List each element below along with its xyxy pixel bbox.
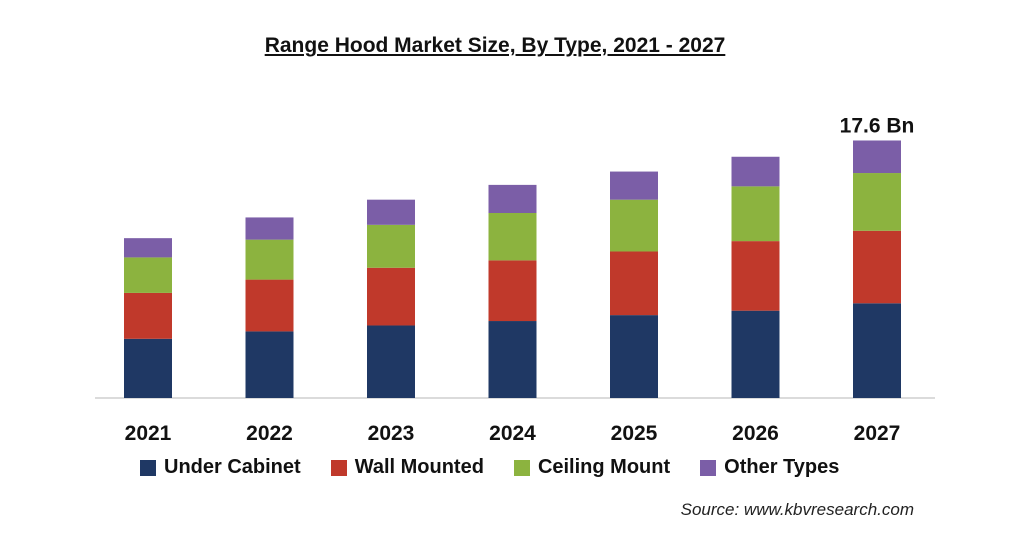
legend-item-ceiling-mount: Ceiling Mount bbox=[513, 456, 671, 479]
bar-2023-other-types bbox=[367, 199, 415, 225]
bar-2022-ceiling-mount bbox=[245, 239, 294, 280]
bar-2021-wall-mounted bbox=[124, 292, 172, 339]
bar-2021-under-cabinet bbox=[124, 338, 172, 398]
bar-2026-ceiling-mount bbox=[731, 186, 780, 242]
bar-2027-wall-mounted bbox=[853, 230, 901, 304]
x-tick-label-2025: 2025 bbox=[611, 422, 658, 445]
legend-label-ceiling-mount: Ceiling Mount bbox=[537, 456, 671, 478]
legend-item-under-cabinet: Under Cabinet bbox=[140, 456, 301, 479]
legend-label-wall-mounted: Wall Mounted bbox=[354, 456, 484, 478]
bar-2024-other-types bbox=[488, 184, 537, 213]
bar-2025-under-cabinet bbox=[610, 315, 658, 398]
bar-2024-ceiling-mount bbox=[488, 213, 537, 261]
chart-title: Range Hood Market Size, By Type, 2021 - … bbox=[264, 34, 726, 57]
legend: Under Cabinet Wall Mounted Ceiling Mount… bbox=[140, 456, 839, 479]
legend-swatch-ceiling-mount bbox=[513, 459, 530, 476]
bar-2022-under-cabinet bbox=[245, 331, 294, 398]
bar-2026-other-types bbox=[731, 156, 780, 187]
bar-2027-other-types bbox=[853, 140, 901, 174]
bar-2025-wall-mounted bbox=[610, 251, 658, 316]
bar-2021-other-types bbox=[124, 238, 172, 258]
bar-2027-under-cabinet bbox=[853, 303, 901, 398]
legend-swatch-under-cabinet bbox=[140, 459, 156, 476]
legend-item-other-types: Other Types bbox=[700, 456, 839, 479]
bar-2026-under-cabinet bbox=[731, 310, 780, 398]
x-tick-label-2024: 2024 bbox=[489, 422, 536, 445]
legend-swatch-wall-mounted bbox=[330, 459, 347, 476]
source-text: Source: www.kbvresearch.com bbox=[680, 500, 914, 519]
bar-2022-wall-mounted bbox=[245, 279, 294, 332]
x-tick-label-2026: 2026 bbox=[732, 422, 779, 445]
bar-2024-wall-mounted bbox=[488, 260, 537, 322]
x-tick-label-2021: 2021 bbox=[125, 422, 172, 445]
x-tick-label-2023: 2023 bbox=[368, 422, 415, 445]
bar-2022-other-types bbox=[245, 217, 294, 240]
legend-item-wall-mounted: Wall Mounted bbox=[330, 456, 484, 479]
legend-swatch-other-types bbox=[700, 459, 717, 476]
bar-2027-ceiling-mount bbox=[853, 173, 901, 231]
bar-2023-under-cabinet bbox=[367, 325, 415, 398]
legend-label-other-types: Other Types bbox=[724, 456, 840, 478]
legend-label-under-cabinet: Under Cabinet bbox=[164, 456, 301, 478]
total-label-2027: 17.6 Bn bbox=[840, 114, 915, 137]
bar-2026-wall-mounted bbox=[731, 241, 780, 311]
bar-2021-ceiling-mount bbox=[124, 257, 172, 293]
bar-2023-wall-mounted bbox=[367, 267, 415, 326]
bar-2023-ceiling-mount bbox=[367, 224, 415, 268]
bar-2025-other-types bbox=[610, 171, 658, 200]
bar-2025-ceiling-mount bbox=[610, 199, 658, 252]
x-tick-label-2022: 2022 bbox=[246, 422, 293, 445]
x-tick-label-2027: 2027 bbox=[854, 422, 901, 445]
bar-2024-under-cabinet bbox=[488, 321, 537, 398]
